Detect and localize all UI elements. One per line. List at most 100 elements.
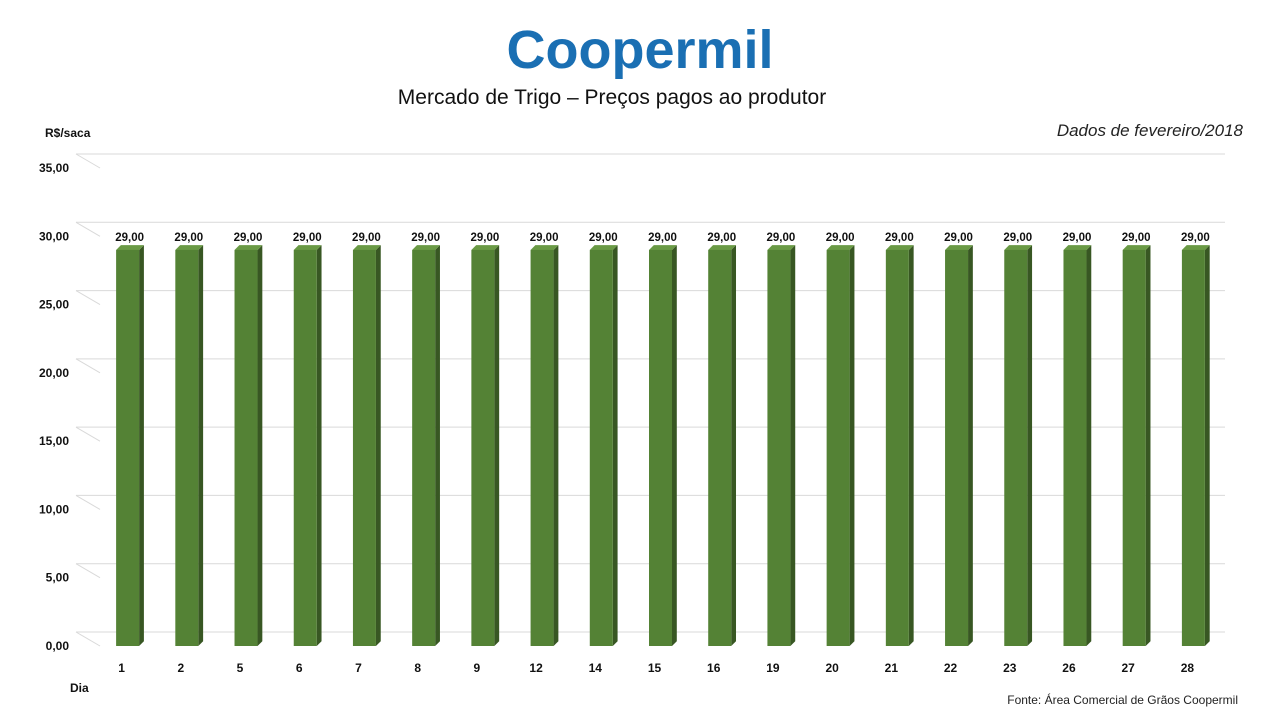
bar: 29,00 [115,232,144,646]
y-tick-label: 35,00 [39,161,69,175]
y-tick-label: 30,00 [39,229,69,243]
bar-front [530,249,554,646]
bar: 29,00 [1003,232,1032,646]
bar-side [731,245,737,646]
bar: 29,00 [352,232,381,646]
coopermil-logo: Coopermil [506,20,773,80]
bar-top [530,245,559,250]
source-note: Fonte: Área Comercial de Grãos Coopermil [1007,692,1238,707]
data-label: 29,00 [530,232,559,244]
bar-top [293,245,322,250]
y-tick-label: 25,00 [39,298,69,312]
data-label: 29,00 [885,232,914,244]
bar: 29,00 [767,232,796,646]
bar-side [790,245,796,646]
bar-top [885,245,914,250]
bar-front [116,249,140,646]
gridline-depth [75,153,101,169]
bar-side [553,245,559,646]
bar-side [1027,245,1033,646]
x-axis-ticks: 1 2 5 6 7 8 9 12 14 15 16 19 20 21 22 23 26 27 28 [118,661,1194,675]
bar-top [708,245,737,250]
bar-side [316,245,322,646]
bar-side [968,245,973,646]
bar-top [826,245,855,250]
bar: 29,00 [589,232,618,646]
bar-top [412,245,440,250]
bar: 29,00 [470,232,499,646]
x-axis-label: Dia [70,681,89,695]
y-tick-label: 20,00 [39,366,69,380]
bar-side [139,245,144,646]
gridline-depth [75,494,101,510]
x-tick-label: 20 [825,661,839,675]
bar-top [767,245,796,250]
bar-side [257,245,263,646]
bar-side [612,245,618,646]
x-tick-label: 12 [529,661,543,675]
bar-top [175,245,204,250]
bar-front [1122,249,1146,646]
bar: 29,00 [1122,232,1151,646]
gridline-depth [75,563,101,579]
gridline-depth [75,631,101,647]
data-label: 29,00 [767,232,796,244]
data-label: 29,00 [1063,232,1092,244]
bar-side [1086,245,1092,646]
data-label: 29,00 [470,232,499,244]
data-label: 29,00 [174,232,203,244]
bar: 29,00 [648,232,677,646]
bar-front [649,249,672,646]
data-label: 29,00 [352,232,381,244]
bar-top [1181,245,1210,250]
bar-front [1181,249,1205,646]
bar-top [116,245,144,250]
x-tick-label: 6 [296,661,303,675]
y-tick-label: 5,00 [46,571,70,585]
bar: 29,00 [826,232,855,646]
x-tick-label: 22 [944,661,958,675]
x-tick-label: 2 [177,661,184,675]
bar-side [375,245,381,646]
x-tick-label: 1 [118,661,125,675]
bar-front [885,249,909,646]
y-tick-label: 10,00 [39,502,69,516]
logo-wordmark: Coopermil [506,20,773,80]
data-label: 29,00 [411,232,440,244]
gridline-depth [75,290,101,306]
bar-top [352,245,381,250]
bar-top [1122,245,1151,250]
data-label: 29,00 [1181,232,1210,244]
bar-side [1204,245,1210,646]
x-tick-label: 19 [766,661,780,675]
x-tick-label: 16 [707,661,721,675]
x-tick-label: 26 [1062,661,1076,675]
bar: 29,00 [885,232,914,646]
bar-side [494,245,500,646]
bar: 29,00 [234,232,263,646]
period-note: Dados de fevereiro/2018 [1057,121,1244,140]
bar-front [293,249,317,646]
gridline-depth [75,426,101,442]
bar-front [471,249,495,646]
data-label: 29,00 [1003,232,1032,244]
y-axis-label: R$/saca [45,126,91,140]
x-tick-label: 9 [474,661,481,675]
bar-top [1004,245,1033,250]
chart-title: Mercado de Trigo – Preços pagos ao produ… [398,86,826,109]
bar-top [589,245,618,250]
bar: 29,00 [411,232,440,646]
bar-front [826,249,850,646]
bar-front [589,249,613,646]
data-label: 29,00 [1122,232,1151,244]
bar-front [1063,249,1087,646]
data-label: 29,00 [648,232,677,244]
bar: 29,00 [174,232,203,646]
bar: 29,00 [707,232,736,646]
bar-side [908,245,914,646]
x-tick-label: 7 [355,661,362,675]
bar-side [672,245,677,646]
bar: 29,00 [1063,232,1092,646]
bar-front [175,249,199,646]
